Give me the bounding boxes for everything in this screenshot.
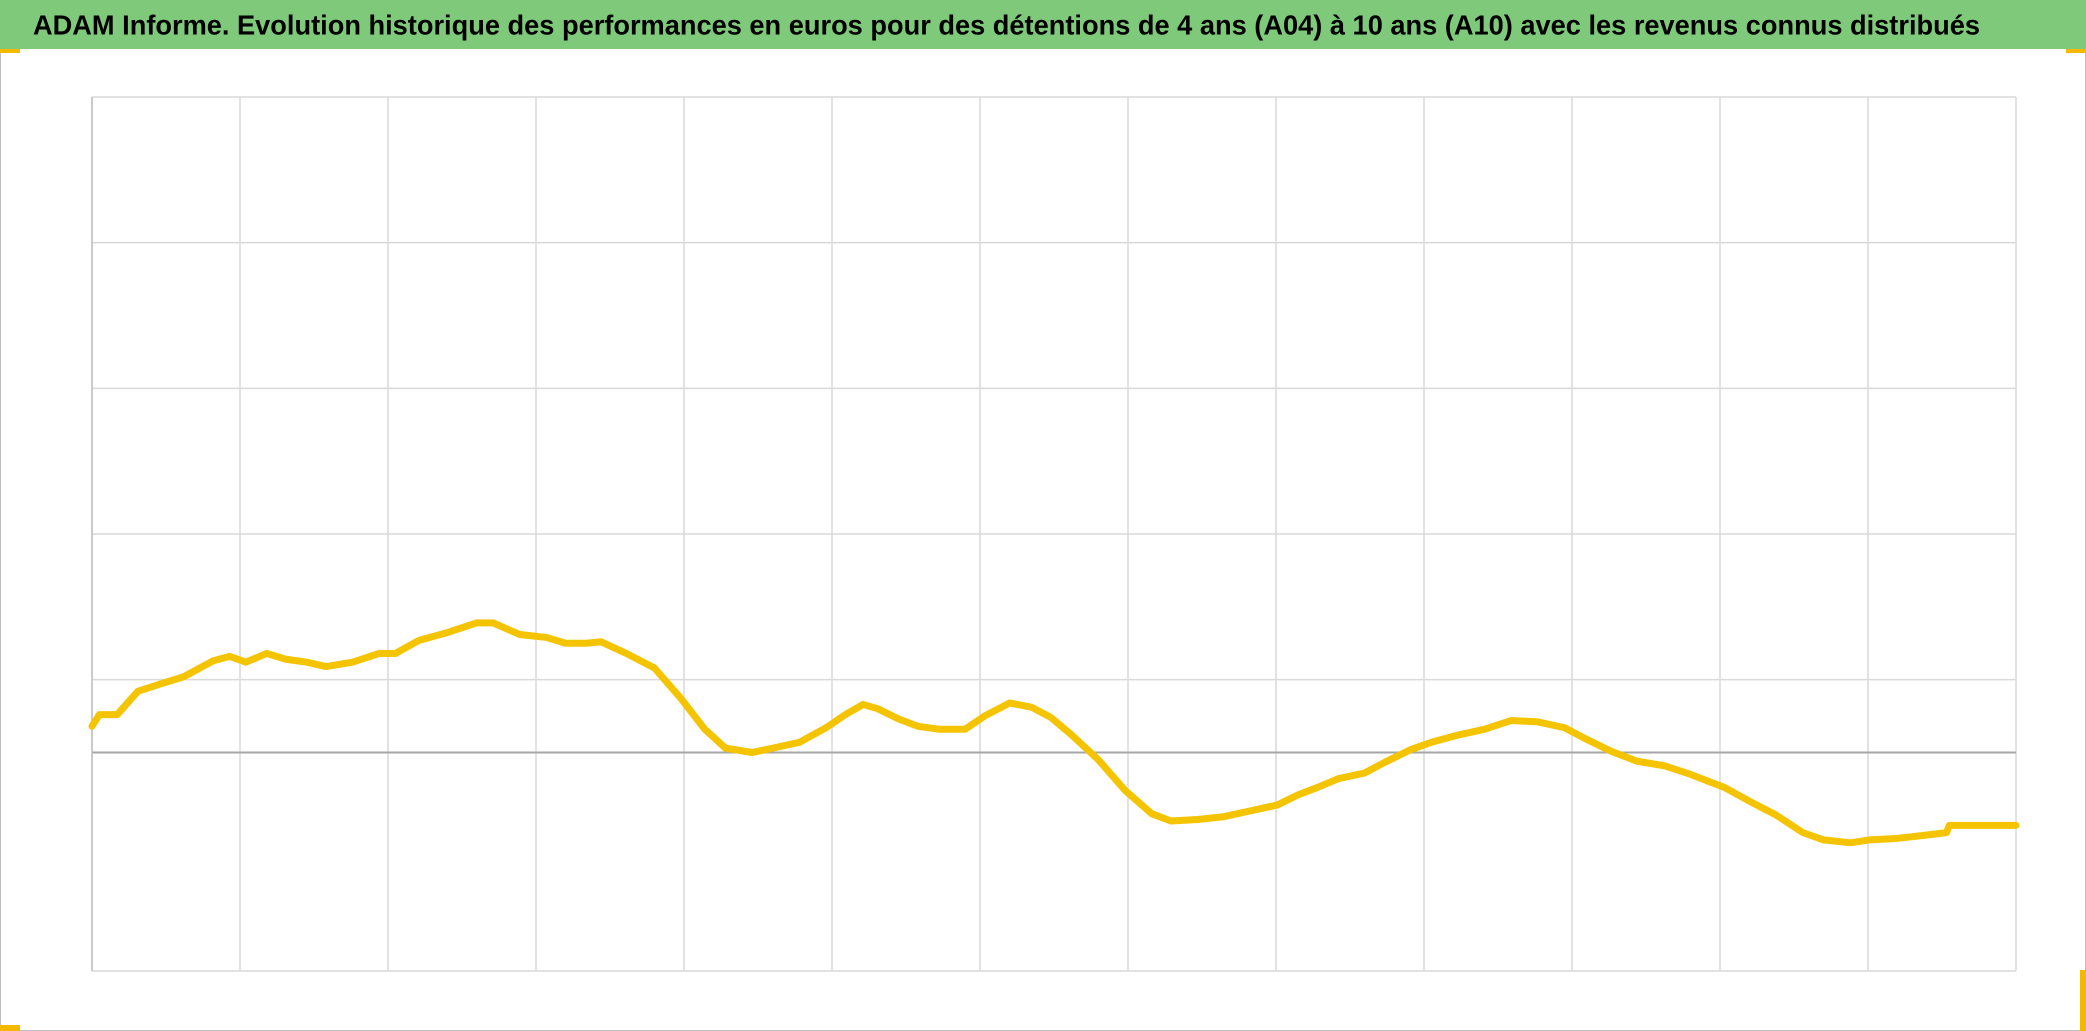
line-series [88, 619, 2020, 847]
selection-handles [0, 49, 2086, 1031]
chart-title: ADAM Informe. Evolution historique des p… [33, 9, 1980, 40]
title-bar [0, 0, 2086, 49]
